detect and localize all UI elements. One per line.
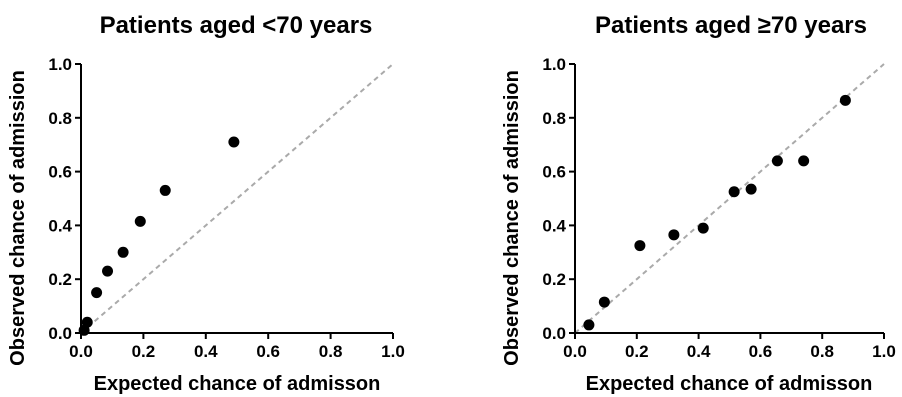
y-tick-label: 0.6 bbox=[542, 163, 566, 182]
x-tick-label: 0.8 bbox=[810, 342, 834, 361]
x-tick-label: 0.0 bbox=[563, 342, 587, 361]
x-tick-label: 0.6 bbox=[256, 342, 280, 361]
y-tick-label: 0.8 bbox=[542, 109, 566, 128]
x-tick-label: 1.0 bbox=[381, 342, 405, 361]
x-axis-label: Expected chance of admisson bbox=[94, 373, 381, 395]
scatter-chart-right: Patients aged ≥70 years Expected chance … bbox=[501, 12, 896, 395]
data-point bbox=[798, 155, 810, 167]
x-tick-label: 0.4 bbox=[687, 342, 711, 361]
data-point bbox=[159, 184, 171, 196]
x-tick-label: 0.8 bbox=[319, 342, 343, 361]
chart-panel-left: Patients aged <70 years Expected chance … bbox=[7, 12, 405, 395]
data-point bbox=[91, 287, 103, 299]
x-tick-label: 1.0 bbox=[872, 342, 896, 361]
scatter-chart-left: Patients aged <70 years Expected chance … bbox=[7, 12, 405, 395]
data-point bbox=[228, 136, 240, 148]
x-axis-label: Expected chance of admisson bbox=[586, 373, 873, 395]
x-tick-label: 0.0 bbox=[69, 342, 93, 361]
data-point bbox=[634, 240, 646, 252]
data-point bbox=[728, 186, 740, 198]
chart-panel-right: Patients aged ≥70 years Expected chance … bbox=[451, 0, 902, 397]
data-point bbox=[81, 316, 93, 328]
data-point bbox=[117, 246, 129, 258]
y-tick-label: 0.2 bbox=[48, 270, 72, 289]
x-tick-label: 0.2 bbox=[132, 342, 156, 361]
data-point bbox=[598, 296, 610, 308]
x-tick-label: 0.2 bbox=[625, 342, 649, 361]
y-tick-label: 0.2 bbox=[542, 270, 566, 289]
x-tick-label: 0.4 bbox=[194, 342, 218, 361]
chart-title: Patients aged ≥70 years bbox=[595, 12, 867, 39]
data-point bbox=[668, 229, 680, 241]
y-tick-label: 0.0 bbox=[542, 324, 566, 343]
reference-line bbox=[574, 63, 885, 334]
y-tick-label: 0.8 bbox=[48, 109, 72, 128]
y-tick-label: 0.0 bbox=[48, 324, 72, 343]
data-point bbox=[583, 319, 595, 331]
y-tick-label: 1.0 bbox=[542, 55, 566, 74]
y-tick-label: 0.4 bbox=[542, 216, 566, 235]
y-tick-label: 0.6 bbox=[48, 163, 72, 182]
data-point bbox=[771, 155, 783, 167]
data-point bbox=[839, 94, 851, 106]
chart-title: Patients aged <70 years bbox=[100, 12, 373, 39]
y-tick-label: 0.4 bbox=[48, 216, 72, 235]
x-tick-label: 0.6 bbox=[749, 342, 773, 361]
data-point bbox=[745, 183, 757, 195]
data-point bbox=[102, 265, 114, 277]
y-tick-label: 1.0 bbox=[48, 55, 72, 74]
y-axis-label: Observed chance of admission bbox=[501, 70, 523, 366]
data-point bbox=[134, 215, 146, 227]
data-point bbox=[697, 222, 709, 234]
y-axis-label: Observed chance of admission bbox=[7, 70, 29, 366]
reference-line bbox=[80, 63, 394, 334]
